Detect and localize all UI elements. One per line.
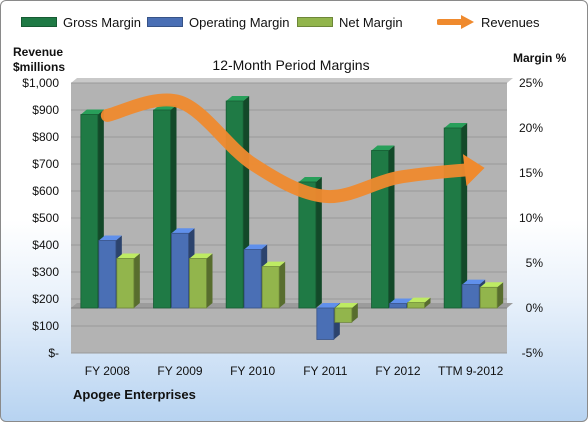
net-margin-bar-side xyxy=(133,253,140,308)
gross-margin-bar xyxy=(80,114,99,309)
net-margin-bar-side xyxy=(206,253,213,308)
revenues-arrowhead xyxy=(462,154,485,186)
net-margin-bar-top xyxy=(480,282,504,288)
legend-item-revenues: Revenues xyxy=(437,11,540,33)
gross-margin-bar xyxy=(298,181,317,309)
company-name: Apogee Enterprises xyxy=(73,387,196,402)
category-label: FY 2009 xyxy=(157,364,202,378)
gross-margin-bar-side xyxy=(315,177,322,308)
operating-margin-bar xyxy=(316,307,335,340)
net-margin-bar-top xyxy=(189,253,213,259)
category-label: FY 2011 xyxy=(303,364,348,378)
legend-swatch-operating-margin xyxy=(147,17,183,27)
net-margin-bar xyxy=(189,258,207,309)
right-axis-tick-label: 5% xyxy=(526,256,544,270)
category-label: FY 2012 xyxy=(375,364,420,378)
left-axis-tick-label: $- xyxy=(48,346,59,360)
category-label: TTM 9-2012 xyxy=(438,364,504,378)
net-margin-bar-top xyxy=(262,261,286,267)
gross-margin-bar-side xyxy=(461,123,468,308)
operating-margin-bar xyxy=(461,284,480,309)
gross-margin-bar-top xyxy=(298,177,322,182)
left-axis-tick-label: $100 xyxy=(32,319,59,333)
legend-item-net-margin: Net Margin xyxy=(297,11,403,33)
operating-margin-bar-top xyxy=(389,298,413,304)
gross-margin-bar xyxy=(153,109,171,309)
left-axis-tick-label: $500 xyxy=(32,211,59,225)
net-margin-bar xyxy=(479,286,498,309)
left-axis-title: Revenue $millions xyxy=(13,45,65,75)
operating-margin-bar xyxy=(389,303,407,309)
category-label: FY 2008 xyxy=(85,364,130,378)
category-label: FY 2010 xyxy=(230,364,275,378)
revenues-line xyxy=(100,93,478,203)
legend-label-net-margin: Net Margin xyxy=(339,14,403,30)
gross-margin-bar-top xyxy=(444,123,468,128)
legend-swatch-gross-margin xyxy=(21,17,57,27)
operating-margin-bar xyxy=(171,232,189,309)
legend: Gross Margin Operating Margin Net Margin… xyxy=(1,11,587,33)
legend-label-revenues: Revenues xyxy=(481,14,540,30)
plot-top-edge xyxy=(71,78,513,83)
net-margin-bar-top xyxy=(116,253,140,259)
revenues-arrow-icon xyxy=(437,15,474,29)
net-margin-bar-side xyxy=(497,282,504,308)
gross-margin-bar xyxy=(443,127,462,309)
right-axis-tick-label: 10% xyxy=(519,211,543,225)
gross-margin-bar-top xyxy=(371,145,395,151)
gross-margin-bar xyxy=(225,100,244,309)
left-axis-tick-label: $700 xyxy=(32,157,59,171)
operating-margin-bar-top xyxy=(316,303,340,308)
net-margin-bar-side xyxy=(279,261,286,308)
legend-item-operating-margin: Operating Margin xyxy=(147,11,289,33)
right-axis-tick-label: 20% xyxy=(519,121,543,135)
net-margin-bar xyxy=(407,302,425,309)
left-axis-title-line1: Revenue xyxy=(13,45,64,59)
net-margin-bar-top xyxy=(334,303,358,308)
right-axis-tick-label: 15% xyxy=(519,166,543,180)
legend-item-gross-margin: Gross Margin xyxy=(21,11,141,33)
operating-margin-bar-top xyxy=(171,228,195,234)
net-margin-bar xyxy=(116,258,135,309)
legend-label-gross-margin: Gross Margin xyxy=(63,14,142,30)
net-margin-bar xyxy=(261,266,280,309)
operating-margin-bar-top xyxy=(462,279,486,285)
net-margin-bar-side xyxy=(351,303,358,323)
chart-title: 12-Month Period Margins xyxy=(212,57,370,73)
left-axis-tick-label: $600 xyxy=(32,184,59,198)
operating-margin-bar-top xyxy=(244,244,268,250)
left-axis-title-line2: $millions xyxy=(13,60,66,74)
legend-swatch-net-margin xyxy=(297,17,333,27)
net-margin-bar-side xyxy=(424,297,431,308)
left-axis-tick-label: $400 xyxy=(32,238,59,252)
net-margin-bar xyxy=(334,307,353,323)
gross-margin-bar-side xyxy=(388,145,395,308)
net-margin-bar-top xyxy=(407,297,431,303)
operating-margin-bar xyxy=(243,249,262,309)
right-axis-title: Margin % xyxy=(513,51,567,65)
legend-label-operating-margin: Operating Margin xyxy=(189,14,290,30)
left-axis-tick-label: $1,000 xyxy=(22,76,59,90)
left-axis-tick-label: $800 xyxy=(32,130,59,144)
gross-margin-bar-top xyxy=(226,96,250,101)
left-axis-tick-label: $900 xyxy=(32,103,59,117)
left-axis-tick-label: $300 xyxy=(32,265,59,279)
right-axis-tick-label: 0% xyxy=(526,301,544,315)
right-axis-tick-label: -5% xyxy=(522,346,544,360)
operating-margin-bar xyxy=(98,240,117,309)
operating-margin-bar-top xyxy=(98,235,122,241)
left-axis-tick-label: $200 xyxy=(32,292,59,306)
right-axis-tick-label: 25% xyxy=(519,76,543,90)
gross-margin-bar-top xyxy=(80,109,104,115)
